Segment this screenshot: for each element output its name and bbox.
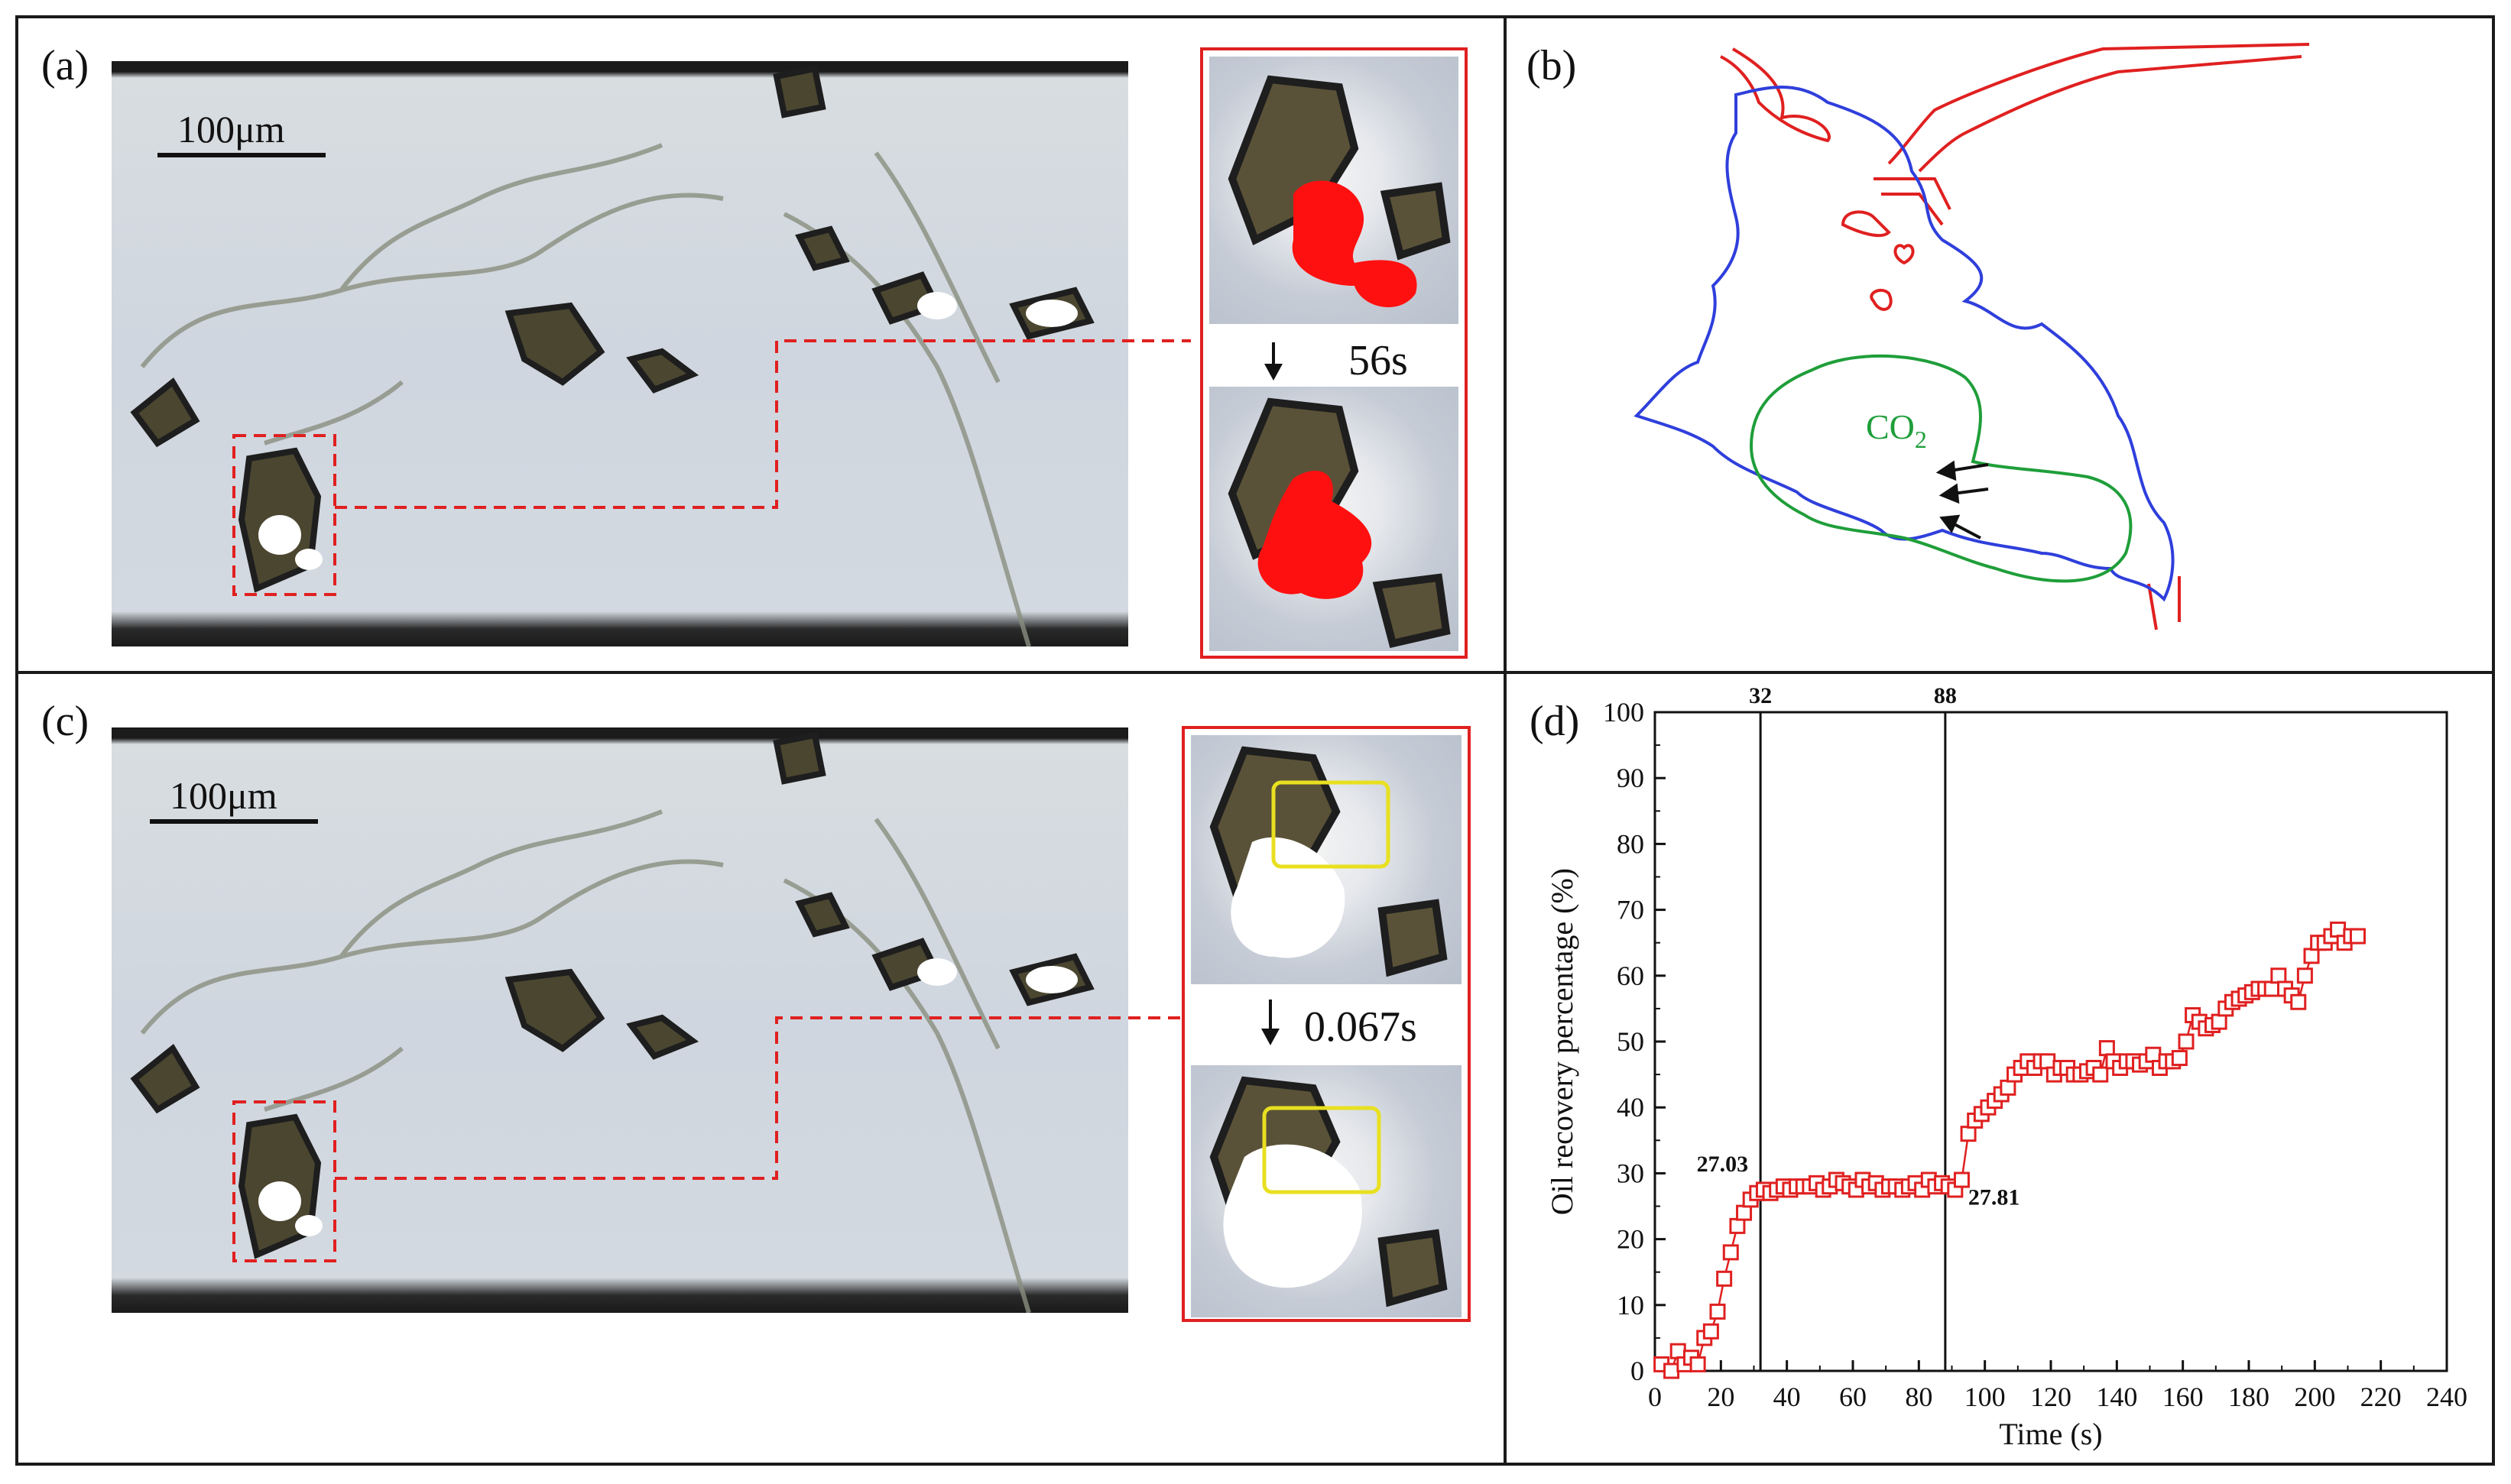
y-tick-label: 0: [1630, 1356, 1644, 1386]
data-annotation: 27.03: [1697, 1152, 1749, 1177]
arrow-down-a: [1264, 342, 1283, 381]
scale-label-a: 100μm: [177, 108, 285, 151]
x-tick-label: 80: [1905, 1382, 1932, 1412]
data-point: [2349, 928, 2366, 945]
inset-c-after: [1191, 1065, 1462, 1317]
data-point: [2092, 1066, 2109, 1083]
vertical-divider: [1504, 15, 1507, 1466]
micrograph-a: 100μm: [112, 61, 1128, 646]
x-tick-label: 20: [1707, 1382, 1734, 1412]
panel-d-label: (d): [1530, 698, 1580, 745]
data-point: [1953, 1171, 1970, 1188]
x-tick-label: 200: [2294, 1382, 2335, 1412]
horizontal-divider: [15, 671, 2495, 674]
data-point: [2000, 1079, 2016, 1096]
y-tick-label: 10: [1617, 1290, 1644, 1320]
data-point: [1689, 1356, 1706, 1372]
droplet-before-c: [1209, 746, 1448, 977]
time-label-a: 56s: [1348, 337, 1408, 384]
reference-line-label: 88: [1934, 683, 1957, 708]
data-point: [2270, 967, 2287, 984]
y-tick-label: 40: [1617, 1092, 1644, 1123]
scale-bar-a: [157, 153, 326, 157]
data-point: [2296, 967, 2313, 984]
panel-c-label: (c): [41, 698, 89, 745]
x-axis-label: Time (s): [1999, 1417, 2102, 1451]
y-tick-label: 60: [1617, 961, 1644, 991]
data-point: [2263, 980, 2280, 997]
panel-a-label: (a): [41, 42, 89, 89]
time-label-c: 0.067s: [1304, 1003, 1417, 1051]
x-tick-label: 40: [1773, 1382, 1801, 1412]
data-point: [1709, 1303, 1726, 1320]
reference-line-label: 32: [1749, 683, 1772, 708]
x-tick-label: 240: [2426, 1382, 2467, 1412]
x-tick-label: 0: [1648, 1382, 1662, 1412]
y-tick-label: 30: [1617, 1158, 1644, 1188]
x-tick-label: 140: [2096, 1382, 2137, 1412]
droplet-after-c: [1209, 1076, 1448, 1307]
data-point: [1736, 1204, 1753, 1221]
data-point: [2211, 1013, 2227, 1030]
data-point: [1729, 1217, 1746, 1234]
panel-d: (d) 0 20 40 60 80 100 120 140 160 180 200 220 240 0 10…: [1507, 674, 2495, 1463]
panel-c: (c): [18, 674, 1504, 1463]
data-point: [1663, 1362, 1680, 1379]
x-tick-label: 60: [1839, 1382, 1867, 1412]
inset-c: 0.067s: [1182, 726, 1471, 1322]
data-point: [1702, 1323, 1719, 1340]
micrograph-c: 100μm: [112, 727, 1128, 1313]
panel-b: (b) CO2: [1507, 18, 2495, 671]
x-tick-label: 160: [2162, 1382, 2204, 1412]
y-tick-label: 80: [1617, 828, 1644, 859]
data-point: [2145, 1046, 2162, 1063]
oil-droplet-after: [1228, 397, 1451, 648]
data-point: [2290, 993, 2307, 1010]
figure-frame: [15, 15, 2495, 1466]
y-tick-label: 20: [1617, 1224, 1644, 1255]
data-point: [2178, 1033, 2195, 1050]
y-tick-label: 70: [1617, 895, 1644, 925]
inset-a: 56s: [1200, 47, 1468, 659]
data-point: [1669, 1343, 1686, 1359]
y-tick-label: 90: [1617, 763, 1644, 793]
x-tick-label: 100: [1964, 1382, 2006, 1412]
plot-area: [1653, 711, 2448, 1372]
data-point: [2303, 948, 2320, 964]
data-point: [2039, 1053, 2056, 1070]
scale-bar-c: [150, 819, 318, 824]
data-point: [1960, 1126, 1977, 1142]
y-tick-label: 100: [1603, 697, 1644, 727]
data-point: [1716, 1270, 1733, 1287]
panel-a: (a): [18, 18, 1504, 671]
scale-label-c: 100μm: [170, 774, 277, 817]
data-annotation: 27.81: [1968, 1184, 2020, 1210]
x-tick-label: 220: [2360, 1382, 2402, 1412]
y-tick-label: 50: [1617, 1026, 1644, 1057]
inset-a-before: [1209, 57, 1458, 324]
inset-a-after: [1209, 387, 1458, 651]
data-point: [2330, 921, 2347, 938]
data-point: [1722, 1244, 1739, 1261]
oil-droplet-before: [1228, 75, 1451, 308]
x-tick-label: 180: [2228, 1382, 2269, 1412]
fluid-boundary-diagram: CO2: [1633, 43, 2310, 630]
pore-network-c: [130, 731, 1095, 1313]
panel-b-label: (b): [1526, 42, 1577, 89]
x-tick-label: 120: [2030, 1382, 2071, 1412]
inset-c-before: [1191, 735, 1462, 984]
oil-recovery-chart: 0 20 40 60 80 100 120 140 160 180 200 220 240 0 10 20 30…: [1545, 683, 2467, 1451]
data-point: [2098, 1040, 2115, 1057]
y-axis-label: Oil recovery percentage (%): [1545, 868, 1579, 1215]
arrow-down-c: [1261, 1000, 1280, 1045]
co2-label: CO2: [1866, 407, 1927, 453]
data-point: [2171, 1050, 2188, 1067]
